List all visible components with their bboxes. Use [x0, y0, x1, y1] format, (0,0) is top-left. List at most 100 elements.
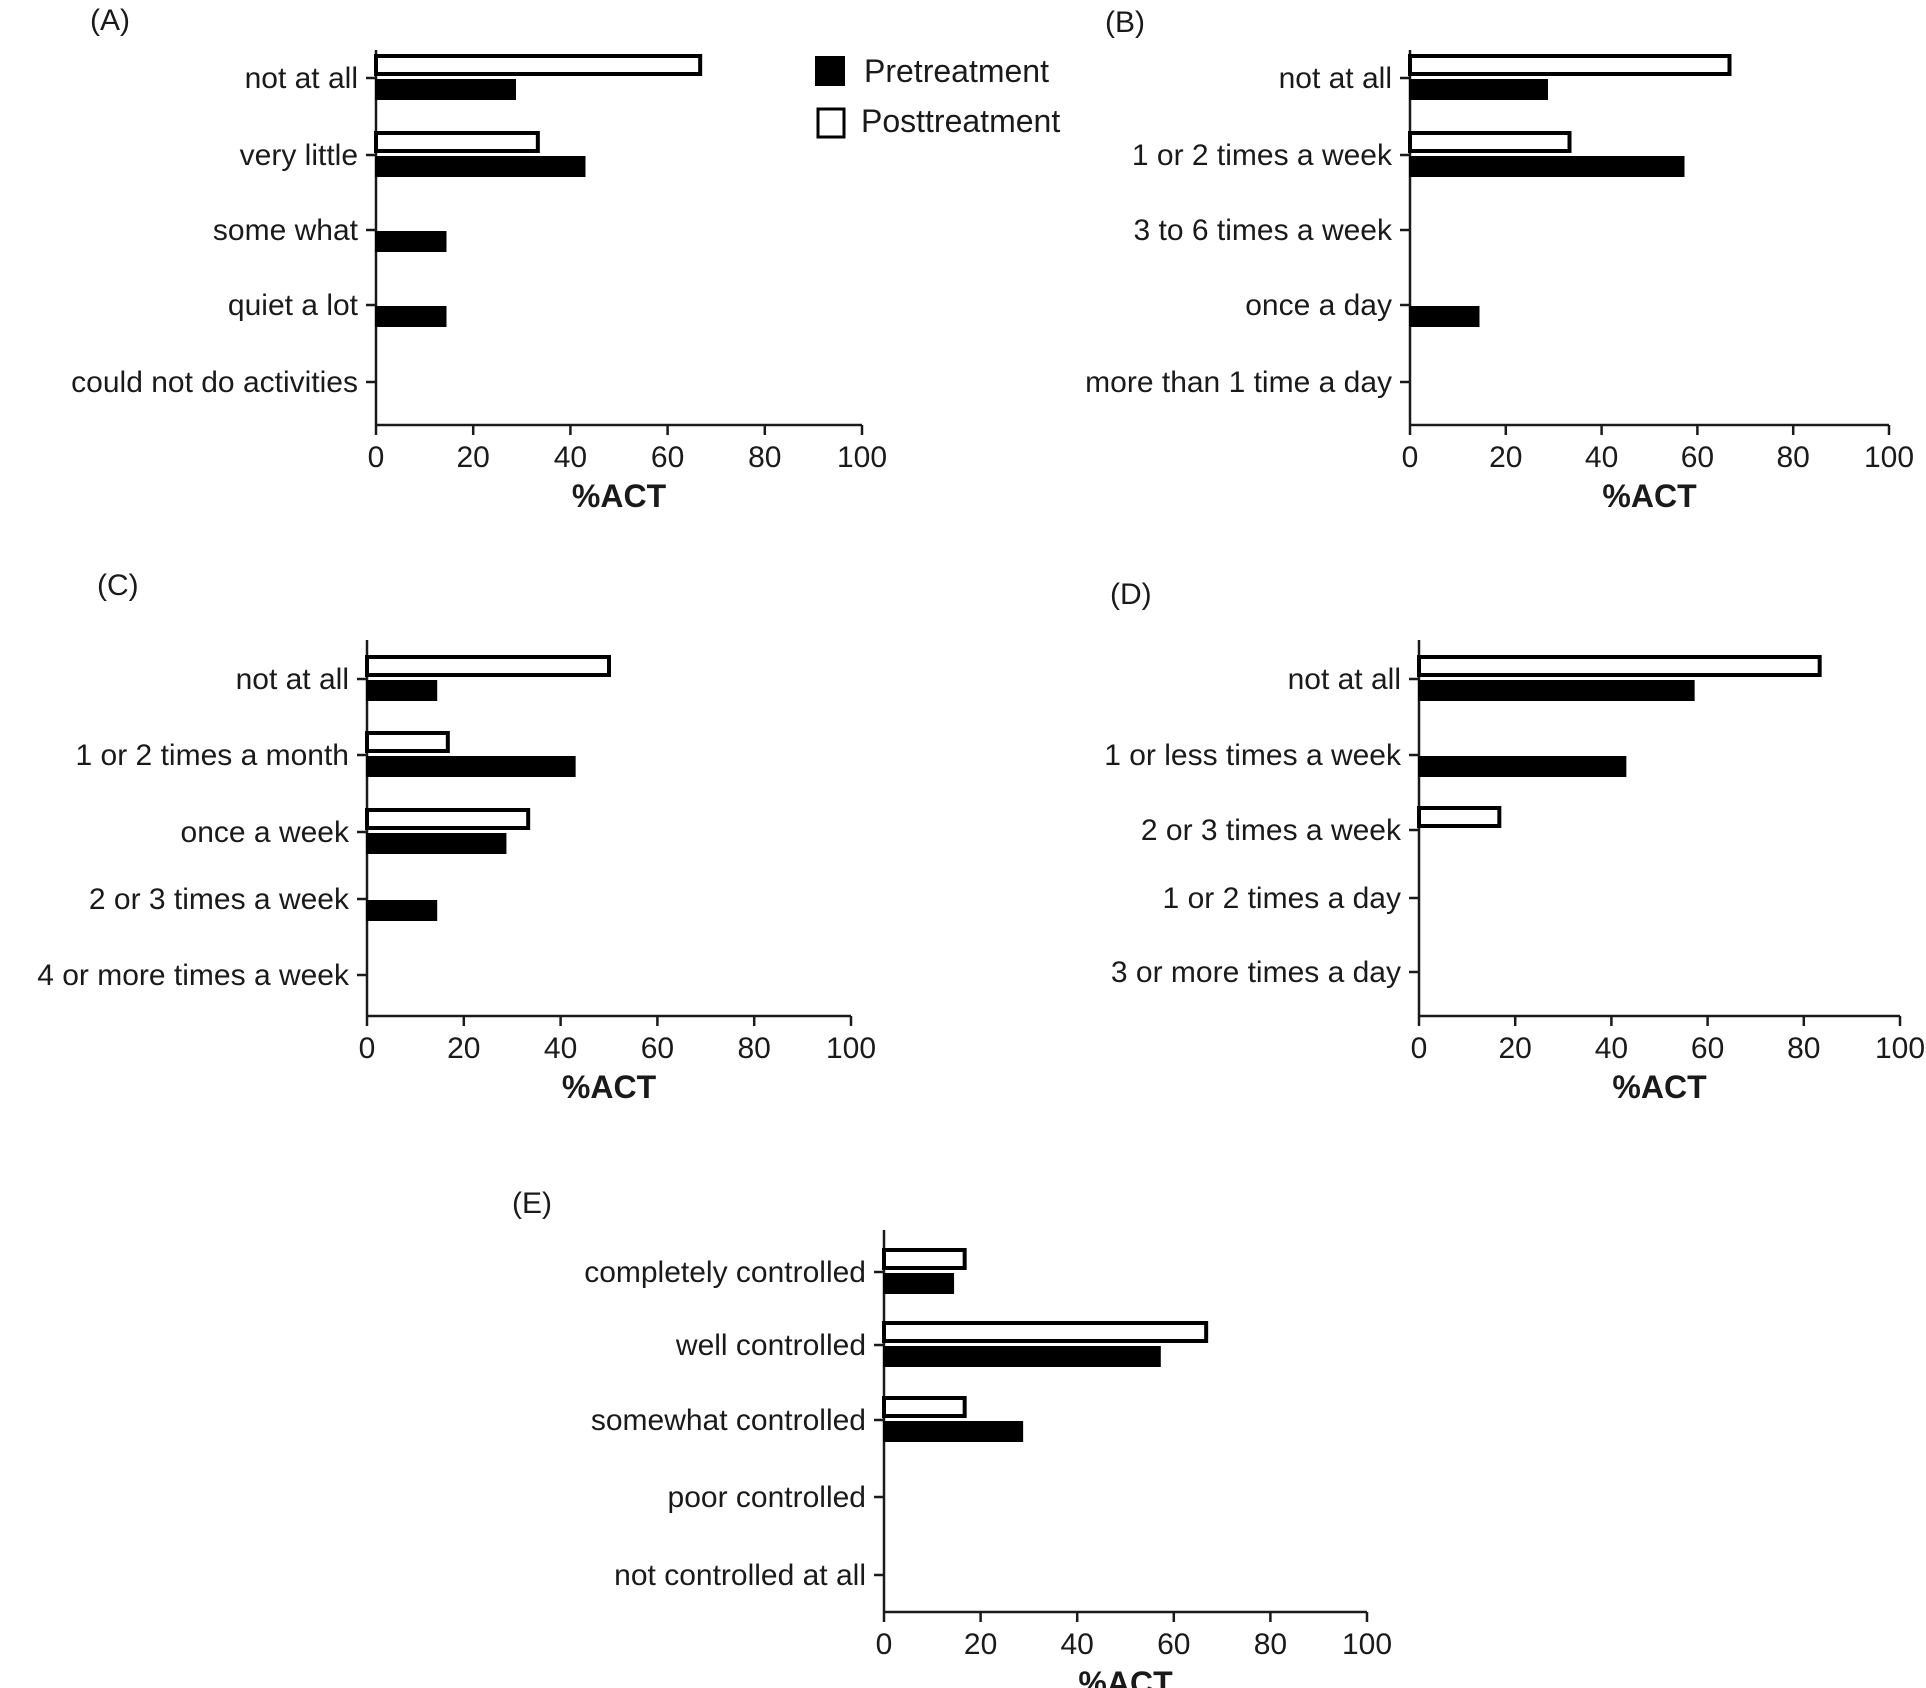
- legend-swatch-pretreatment: [815, 56, 845, 86]
- bar-posttreatment: [365, 808, 531, 830]
- bar-pretreatment: [375, 156, 586, 177]
- x-tick-label: 20: [964, 1628, 997, 1661]
- x-axis-title: %ACT: [1602, 478, 1697, 514]
- x-tick-label: 80: [748, 441, 781, 474]
- x-tick-label: 100: [826, 1032, 876, 1065]
- panel-tag: (B): [1105, 6, 1145, 39]
- bar-posttreatment: [365, 731, 450, 753]
- bar-pretreatment: [366, 680, 438, 701]
- bar-posttreatment: [374, 131, 540, 153]
- category-label: somewhat controlled: [591, 1404, 866, 1437]
- bar-posttreatment: [882, 1321, 1209, 1343]
- chart-panel-3: (C) 0 20 40 60 80 100 %ACT not at all 1 or 2 time…: [37, 569, 876, 1105]
- category-label: 1 or 2 times a day: [1163, 882, 1401, 915]
- bar-posttreatment: [1417, 655, 1822, 677]
- category-label: completely controlled: [584, 1256, 866, 1289]
- bar-pretreatment: [366, 900, 438, 921]
- legend-label-posttreatment: Posttreatment: [861, 103, 1060, 139]
- x-axis-title: %ACT: [562, 1069, 657, 1105]
- category-label: more than 1 time a day: [1085, 366, 1392, 399]
- bar-pretreatment: [366, 833, 507, 854]
- category-label: 2 or 3 times a week: [1141, 814, 1402, 847]
- chart-panel-2: (B) 0 20 40 60 80 100 %ACT not at all 1 or 2 time…: [1085, 6, 1914, 514]
- x-tick-label: 0: [876, 1628, 893, 1661]
- category-label: not at all: [1279, 62, 1392, 95]
- bar-pretreatment: [1409, 306, 1480, 327]
- x-tick-label: 0: [1402, 441, 1419, 474]
- x-tick-label: 20: [447, 1032, 480, 1065]
- panel-tag: (D): [1110, 578, 1152, 611]
- category-label: not at all: [245, 62, 358, 95]
- category-label: not at all: [1288, 663, 1401, 696]
- category-label: some what: [213, 214, 359, 247]
- x-tick-label: 60: [1157, 1628, 1190, 1661]
- x-tick-label: 60: [651, 441, 684, 474]
- x-tick-label: 80: [1787, 1032, 1820, 1065]
- bar-posttreatment: [882, 1248, 967, 1270]
- bar-pretreatment: [375, 79, 516, 100]
- category-label: 3 or more times a day: [1111, 956, 1401, 989]
- category-label: once a day: [1245, 289, 1392, 322]
- x-tick-label: 0: [1411, 1032, 1428, 1065]
- legend-swatch-posttreatment: [816, 107, 846, 139]
- bar-pretreatment: [366, 756, 576, 777]
- x-tick-label: 0: [359, 1032, 376, 1065]
- legend-label-pretreatment: Pretreatment: [864, 53, 1049, 89]
- panel-tag: (A): [90, 4, 130, 37]
- x-axis-title: %ACT: [1078, 1665, 1173, 1688]
- category-label: 4 or more times a week: [37, 959, 350, 992]
- bar-pretreatment: [883, 1421, 1024, 1442]
- x-tick-label: 20: [1499, 1032, 1532, 1065]
- bar-pretreatment: [375, 231, 447, 252]
- x-tick-label: 40: [1585, 441, 1618, 474]
- bar-posttreatment: [374, 54, 703, 76]
- x-tick-label: 20: [457, 441, 490, 474]
- category-label: poor controlled: [668, 1481, 866, 1514]
- x-tick-label: 100: [1864, 441, 1914, 474]
- bar-pretreatment: [883, 1346, 1161, 1367]
- panel-tag: (E): [512, 1187, 552, 1220]
- bar-posttreatment: [1417, 806, 1502, 828]
- x-tick-label: 40: [554, 441, 587, 474]
- bar-posttreatment: [1408, 131, 1572, 153]
- bar-pretreatment: [1418, 680, 1695, 701]
- bar-posttreatment: [882, 1396, 967, 1418]
- category-label: not at all: [236, 663, 349, 696]
- panel-tag: (C): [97, 569, 139, 602]
- bar-pretreatment: [1409, 156, 1685, 177]
- x-tick-label: 100: [837, 441, 887, 474]
- bar-posttreatment: [1408, 54, 1732, 76]
- category-label: 1 or less times a week: [1104, 739, 1402, 772]
- x-tick-label: 60: [641, 1032, 674, 1065]
- bar-pretreatment: [883, 1273, 955, 1294]
- x-tick-label: 80: [1254, 1628, 1287, 1661]
- bar-pretreatment: [1418, 756, 1627, 777]
- category-label: 1 or 2 times a week: [1132, 139, 1393, 172]
- x-tick-label: 20: [1489, 441, 1522, 474]
- category-label: 3 to 6 times a week: [1134, 214, 1393, 247]
- bar-pretreatment: [375, 306, 447, 327]
- x-tick-label: 40: [1595, 1032, 1628, 1065]
- category-label: well controlled: [675, 1329, 866, 1362]
- bar-pretreatment: [1409, 79, 1548, 100]
- x-tick-label: 40: [544, 1032, 577, 1065]
- x-tick-label: 80: [1777, 441, 1810, 474]
- x-axis-title: %ACT: [572, 478, 667, 514]
- x-tick-label: 60: [1681, 441, 1714, 474]
- x-axis-title: %ACT: [1612, 1069, 1707, 1105]
- x-tick-label: 0: [368, 441, 385, 474]
- category-label: quiet a lot: [228, 289, 359, 322]
- x-tick-label: 100: [1875, 1032, 1925, 1065]
- category-label: once a week: [181, 816, 350, 849]
- chart-panel-5: (E) 0 20 40 60 80 100 %ACT completely controlled…: [512, 1187, 1392, 1688]
- chart-panel-1: (A) 0 20 40 60 80 100 %ACT not at all very little…: [71, 4, 887, 514]
- bar-posttreatment: [365, 655, 611, 677]
- category-label: not controlled at all: [614, 1559, 866, 1592]
- category-label: very little: [240, 139, 358, 172]
- category-label: could not do activities: [71, 366, 358, 399]
- legend: Pretreatment Posttreatment: [815, 53, 1060, 139]
- category-label: 1 or 2 times a month: [76, 739, 349, 772]
- chart-panel-4: (D) 0 20 40 60 80 100 %ACT not at all 1 or less t…: [1104, 578, 1925, 1105]
- x-tick-label: 100: [1342, 1628, 1392, 1661]
